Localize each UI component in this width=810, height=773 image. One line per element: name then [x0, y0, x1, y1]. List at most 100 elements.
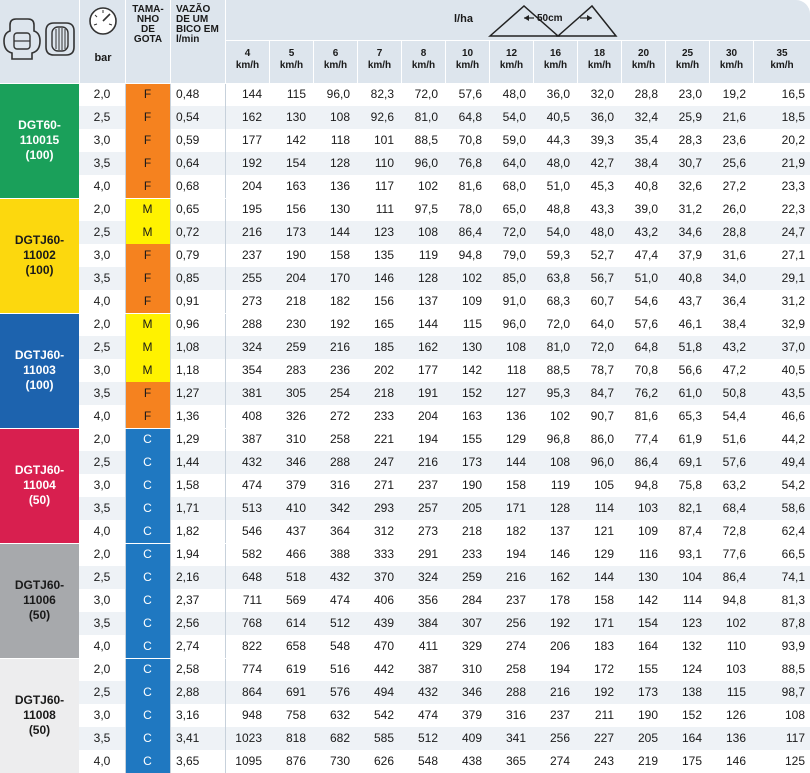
rate-cell: 204	[241, 179, 262, 193]
rate-cell: 291	[417, 547, 438, 561]
rate-cell: 648	[241, 570, 262, 584]
rate-cell: 77,4	[634, 432, 658, 446]
rate-cell: 111	[375, 202, 394, 216]
rate-cell: 195	[241, 202, 262, 216]
rate-cell: 283	[285, 363, 306, 377]
speed-unit: km/h	[770, 60, 794, 71]
rate-cell: 118	[506, 363, 526, 377]
pressure-cell: 4,0	[93, 639, 111, 653]
speed-unit: km/h	[455, 60, 480, 71]
rate-cell: 162	[241, 110, 262, 124]
nozzle-model-text: DGTJ60- 11008 (50)	[15, 693, 64, 738]
table-row: 3,0 F 0,59 177 142 118 101 88,5 70,8 59,0 44,3 39,3…	[79, 129, 810, 152]
rate-cell: 40,8	[634, 179, 658, 193]
nozzle-group: DGTJ60- 11003 (100) 2,0 M 0,96 288 230 192 165 144…	[0, 313, 810, 428]
rate-cell: 38,4	[634, 156, 658, 170]
rate-cell: 64,0	[590, 317, 614, 331]
table-row: 2,5 M 0,72 216 173 144 123 108 86,4 72,0 54,0 48,0 4…	[79, 221, 810, 244]
rate-cell: 142	[461, 363, 482, 377]
rate-cell: 216	[505, 570, 526, 584]
rate-cell: 274	[549, 754, 570, 768]
table-row: 4,0 C 2,74 822 658 548 470 411 329 274 206 183 164 13…	[79, 635, 810, 658]
pressure-cell: 3,5	[93, 156, 111, 170]
drop-size-badge: F	[125, 152, 170, 175]
speed-header-cell: 4 km/h	[225, 41, 269, 83]
rate-cell: 44,3	[546, 133, 570, 147]
rate-cell: 69,1	[678, 455, 702, 469]
nozzle-model-line: DGTJ60-	[14, 693, 65, 707]
rate-cell: 273	[241, 294, 262, 308]
rate-cell: 61,9	[678, 432, 702, 446]
drop-size-header-line: NHO	[136, 14, 160, 25]
rate-cell: 76,8	[458, 156, 482, 170]
rate-cell: 96,0	[502, 317, 526, 331]
rate-cell: 582	[241, 547, 262, 561]
rate-cell: 23,6	[722, 133, 746, 147]
rate-cell: 30,7	[678, 156, 702, 170]
rate-cell: 192	[241, 156, 262, 170]
rate-cell: 32,6	[678, 179, 702, 193]
rate-cell: 51,0	[546, 179, 570, 193]
pressure-cell: 3,5	[93, 386, 111, 400]
rate-cell: 136	[725, 731, 746, 745]
rate-cell: 144	[505, 455, 526, 469]
rate-cell: 47,2	[722, 363, 746, 377]
rate-cell: 173	[461, 455, 482, 469]
drop-size-badge: F	[125, 129, 170, 152]
flow-header: VAZÃO DE UM BICO EM l/min	[170, 0, 225, 83]
speed-value: 25	[681, 48, 694, 59]
drop-size-badge: C	[125, 589, 170, 612]
rate-cell: 341	[505, 731, 526, 745]
rate-cell: 31,2	[678, 202, 702, 216]
flow-cell: 2,74	[176, 639, 200, 653]
rate-cell: 432	[329, 570, 350, 584]
column-divider	[170, 658, 171, 773]
rate-cell: 130	[461, 340, 482, 354]
rate-cell: 342	[329, 501, 350, 515]
rate-cell: 34,6	[678, 225, 702, 239]
rate-cell: 77,6	[722, 547, 746, 561]
rate-cell: 108	[549, 455, 570, 469]
rate-cell: 164	[681, 731, 702, 745]
nozzle-model-line: (50)	[28, 493, 51, 507]
flow-cell: 0,85	[176, 271, 200, 285]
pressure-cell: 4,0	[93, 524, 111, 538]
table-row: 2,5 M 1,08 324 259 216 185 162 130 108 81,0 72,0 64,…	[79, 336, 810, 359]
rate-cell: 258	[505, 662, 526, 676]
column-divider	[125, 313, 126, 428]
column-divider	[225, 658, 226, 773]
drop-size-badge: F	[125, 290, 170, 313]
rate-cell: 81,3	[781, 593, 805, 607]
rate-cell: 40,8	[678, 271, 702, 285]
rate-cell: 324	[241, 340, 262, 354]
speed-header-cell: 18 km/h	[577, 41, 621, 83]
rate-cell: 43,3	[590, 202, 614, 216]
rate-cell: 27,1	[781, 248, 805, 262]
drop-size-badge: C	[125, 681, 170, 704]
rate-cell: 257	[417, 501, 438, 515]
rate-cell: 379	[461, 708, 482, 722]
pressure-cell: 4,0	[93, 294, 111, 308]
spacing-label: 50cm	[537, 13, 563, 24]
rate-cell: 474	[417, 708, 438, 722]
rate-cell: 129	[593, 547, 614, 561]
group-divider	[0, 543, 810, 544]
rate-cell: 233	[373, 409, 394, 423]
rate-cell: 110	[374, 156, 394, 170]
drop-size-badge: C	[125, 474, 170, 497]
rate-cell: 129	[505, 432, 526, 446]
application-rate-band: l/ha 50cm	[225, 0, 810, 41]
rate-cell: 230	[285, 317, 306, 331]
table-row: 3,0 M 1,18 354 283 236 202 177 142 118 88,5 78,7 70,…	[79, 359, 810, 382]
rate-cell: 183	[593, 639, 614, 653]
rate-cell: 163	[461, 409, 482, 423]
nozzle-model-line: (100)	[25, 148, 54, 162]
rate-cell: 237	[241, 248, 262, 262]
rate-cell: 72,0	[590, 340, 614, 354]
rate-cell: 136	[505, 409, 526, 423]
flow-cell: 0,91	[176, 294, 200, 308]
rate-cell: 730	[329, 754, 350, 768]
flow-cell: 3,65	[176, 754, 200, 768]
rate-cell: 121	[593, 524, 614, 538]
